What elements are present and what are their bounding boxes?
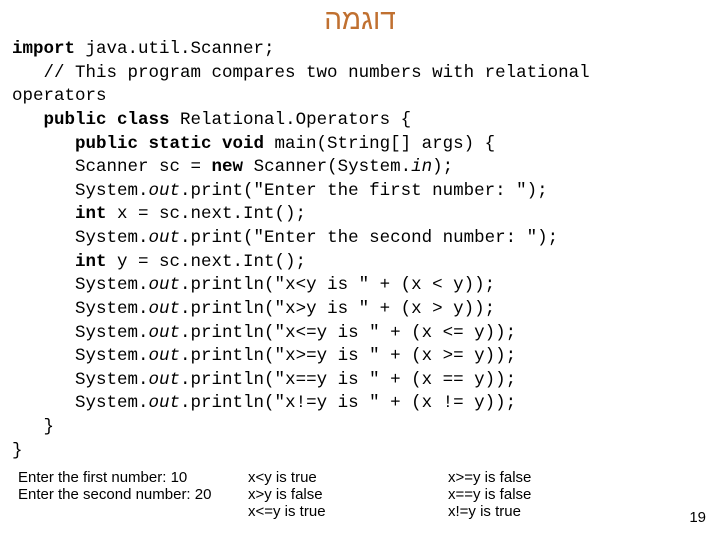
output-col3: x>=y is falsex==y is falsex!=y is true — [448, 469, 628, 520]
output-line: Enter the first number: 10 — [18, 469, 248, 486]
output-line: x>y is false — [248, 486, 448, 503]
output-block: Enter the first number: 10Enter the seco… — [0, 469, 720, 520]
output-line: x<y is true — [248, 469, 448, 486]
code-block: import java.util.Scanner; // This progra… — [0, 38, 720, 463]
output-col2: x<y is truex>y is falsex<=y is true — [248, 469, 448, 520]
output-col1: Enter the first number: 10Enter the seco… — [18, 469, 248, 520]
output-line: x==y is false — [448, 486, 628, 503]
output-line: x!=y is true — [448, 503, 628, 520]
output-line: Enter the second number: 20 — [18, 486, 248, 503]
output-line: x>=y is false — [448, 469, 628, 486]
page-number: 19 — [689, 509, 706, 526]
slide-title: דוגמה — [0, 4, 720, 36]
output-line: x<=y is true — [248, 503, 448, 520]
